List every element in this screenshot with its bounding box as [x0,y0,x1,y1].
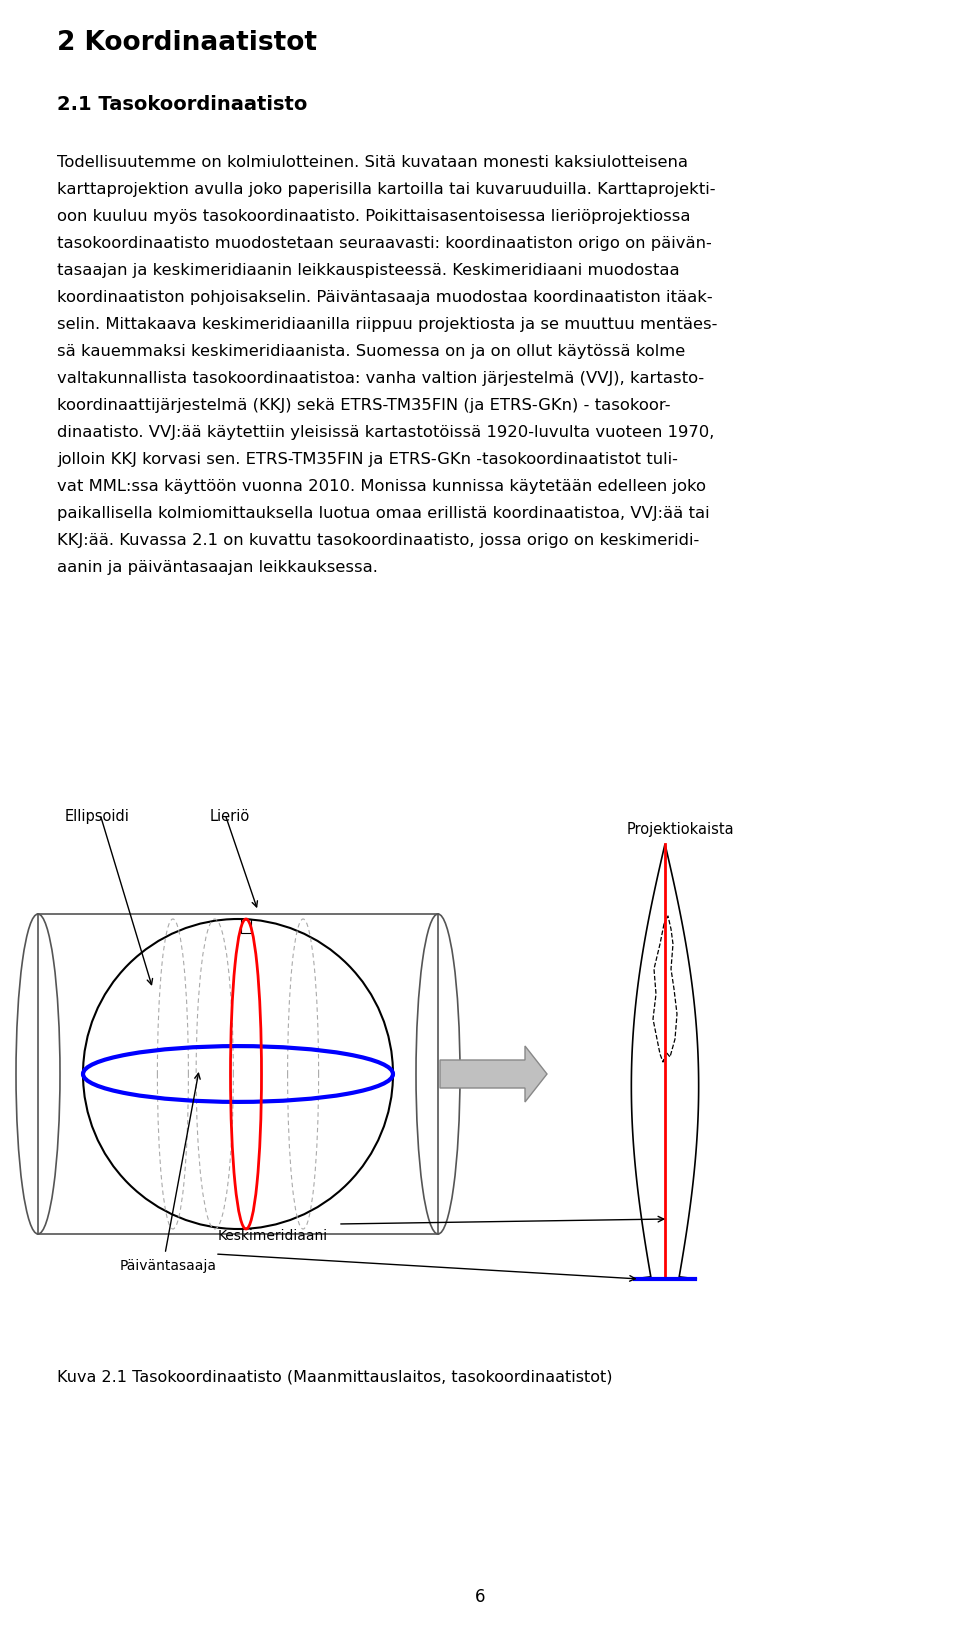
Text: Keskimeridiaani: Keskimeridiaani [218,1230,328,1243]
Text: 6: 6 [475,1588,485,1606]
Bar [241,919,251,934]
Text: karttaprojektion avulla joko paperisilla kartoilla tai kuvaruuduilla. Karttaproj: karttaprojektion avulla joko paperisilla… [57,182,715,197]
Text: 2.1 Tasokoordinaatisto: 2.1 Tasokoordinaatisto [57,95,307,113]
Text: Lieriö: Lieriö [210,809,251,824]
Text: selin. Mittakaava keskimeridiaanilla riippuu projektiosta ja se muuttuu mentäes-: selin. Mittakaava keskimeridiaanilla rii… [57,317,717,332]
Text: 2 Koordinaatistot: 2 Koordinaatistot [57,30,317,56]
Text: dinaatisto. VVJ:ää käytettiin yleisissä kartastotöissä 1920-luvulta vuoteen 1970: dinaatisto. VVJ:ää käytettiin yleisissä … [57,426,714,441]
Text: oon kuuluu myös tasokoordinaatisto. Poikittaisasentoisessa lieriöprojektiossa: oon kuuluu myös tasokoordinaatisto. Poik… [57,209,690,224]
Text: tasaajan ja keskimeridiaanin leikkauspisteessä. Keskimeridiaani muodostaa: tasaajan ja keskimeridiaanin leikkauspis… [57,263,680,278]
Text: koordinaatiston pohjoisakselin. Päiväntasaaja muodostaa koordinaatiston itäak-: koordinaatiston pohjoisakselin. Päivänta… [57,289,712,306]
Text: Päiväntasaaja: Päiväntasaaja [120,1259,217,1272]
Text: Todellisuutemme on kolmiulotteinen. Sitä kuvataan monesti kaksiulotteisena: Todellisuutemme on kolmiulotteinen. Sitä… [57,155,688,169]
Text: Projektiokaista: Projektiokaista [627,822,734,837]
Text: tasokoordinaatisto muodostetaan seuraavasti: koordinaatiston origo on päivän-: tasokoordinaatisto muodostetaan seuraava… [57,237,711,252]
Text: paikallisella kolmiomittauksella luotua omaa erillistä koordinaatistoa, VVJ:ää t: paikallisella kolmiomittauksella luotua … [57,506,709,521]
Text: KKJ:ää. Kuvassa 2.1 on kuvattu tasokoordinaatisto, jossa origo on keskimeridi-: KKJ:ää. Kuvassa 2.1 on kuvattu tasokoord… [57,533,699,547]
Text: aanin ja päiväntasaajan leikkauksessa.: aanin ja päiväntasaajan leikkauksessa. [57,561,378,575]
Text: Ellipsoidi: Ellipsoidi [65,809,130,824]
Polygon shape [440,1046,547,1101]
Text: sä kauemmaksi keskimeridiaanista. Suomessa on ja on ollut käytössä kolme: sä kauemmaksi keskimeridiaanista. Suomes… [57,344,685,358]
Text: jolloin KKJ korvasi sen. ETRS-TM35FIN ja ETRS-GKn -tasokoordinaatistot tuli-: jolloin KKJ korvasi sen. ETRS-TM35FIN ja… [57,452,678,467]
Text: Kuva 2.1 Tasokoordinaatisto (Maanmittauslaitos, tasokoordinaatistot): Kuva 2.1 Tasokoordinaatisto (Maanmittaus… [57,1369,612,1384]
Text: valtakunnallista tasokoordinaatistoa: vanha valtion järjestelmä (VVJ), kartasto-: valtakunnallista tasokoordinaatistoa: va… [57,372,704,386]
Text: vat MML:ssa käyttöön vuonna 2010. Monissa kunnissa käytetään edelleen joko: vat MML:ssa käyttöön vuonna 2010. Moniss… [57,478,706,493]
Text: koordinaattijärjestelmä (KKJ) sekä ETRS-TM35FIN (ja ETRS-GKn) - tasokoor-: koordinaattijärjestelmä (KKJ) sekä ETRS-… [57,398,670,413]
